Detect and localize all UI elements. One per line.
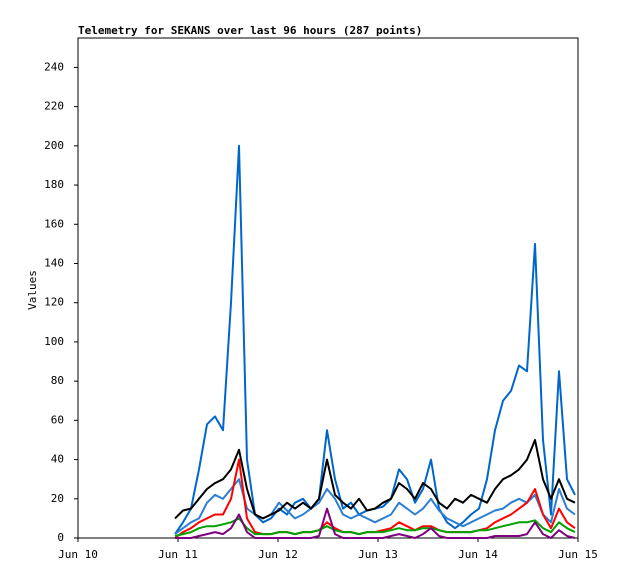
series-line: [174, 439, 576, 520]
y-tick-label: 140: [44, 256, 64, 269]
y-tick-label: 20: [51, 492, 64, 505]
x-tick-label: Jun 13: [358, 548, 398, 561]
y-tick-label: 220: [44, 100, 64, 113]
y-tick-label: 60: [51, 413, 64, 426]
chart-title: Telemetry for SEKANS over last 96 hours …: [78, 24, 422, 37]
series-line: [174, 478, 576, 535]
plot-frame: [77, 37, 579, 539]
x-tick-label: Jun 14: [458, 548, 498, 561]
x-tick-label: Jun 10: [58, 548, 98, 561]
y-tick-label: 200: [44, 139, 64, 152]
y-tick-label: 240: [44, 60, 64, 73]
series-line: [175, 507, 576, 539]
y-tick-label: 80: [51, 374, 64, 387]
y-tick-label: 100: [44, 335, 64, 348]
y-tick-label: 40: [51, 453, 64, 466]
x-tick-label: Jun 15: [558, 548, 598, 561]
y-tick-label: 120: [44, 296, 64, 309]
y-tick-label: 160: [44, 217, 64, 230]
y-axis-label: Values: [26, 270, 39, 310]
y-tick-label: 180: [44, 178, 64, 191]
y-tick-label: 0: [57, 531, 64, 544]
x-tick-label: Jun 12: [258, 548, 298, 561]
x-tick-label: Jun 11: [158, 548, 198, 561]
